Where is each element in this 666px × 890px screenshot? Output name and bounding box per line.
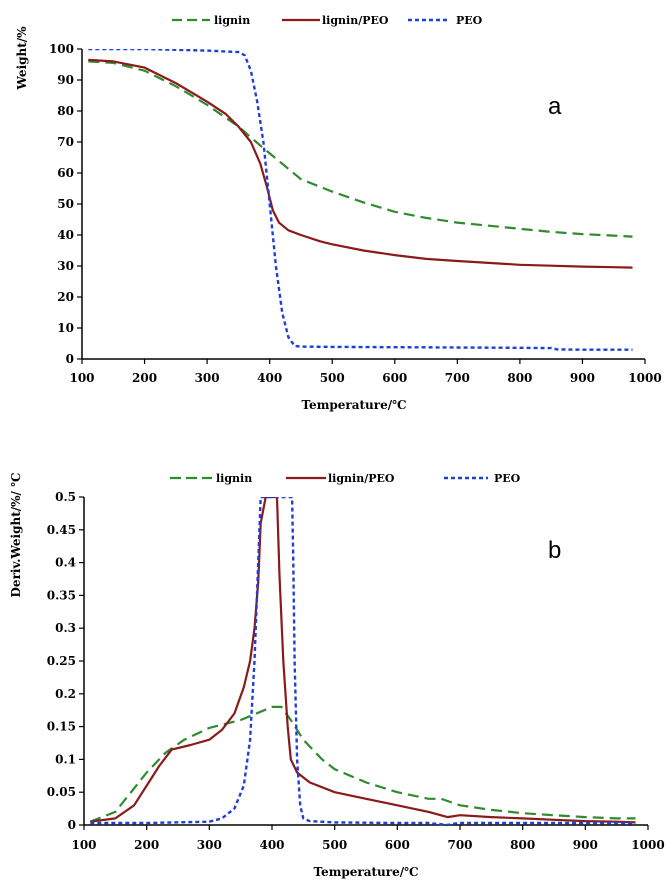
chart-a: lignin lignin/PEO PEO 100 200 300 400 500 600… <box>15 14 662 412</box>
x-tick-label: 400 <box>257 371 282 385</box>
x-tick-label: 400 <box>259 838 284 852</box>
y-tick-label: 0 <box>66 352 74 366</box>
series-line-peo <box>88 49 633 351</box>
legend-b: lignin lignin/PEO PEO <box>170 472 521 485</box>
y-tick-label: 0.45 <box>47 523 76 537</box>
x-tick-label: 1000 <box>628 371 661 385</box>
x-tick-label: 800 <box>510 838 535 852</box>
series-b <box>89 497 636 827</box>
chart-b: lignin lignin/PEO PEO 100 200 300 400 500 600… <box>9 472 665 879</box>
series-line-lignin <box>88 60 633 238</box>
x-tick-label: 300 <box>195 371 220 385</box>
panel-label-b: b <box>548 537 561 564</box>
y-tick-label: 30 <box>57 259 74 273</box>
y-tick-label: 0.15 <box>47 720 76 734</box>
y-tick-label: 0.1 <box>55 752 76 766</box>
y-tick-label: 50 <box>57 197 74 211</box>
x-axis-label-b: Temperature/℃ <box>314 865 419 879</box>
y-axis-label-b: Deriv.Weight/%/ ℃ <box>9 473 23 598</box>
x-tick-label: 600 <box>382 371 407 385</box>
y-tick-label: 0.4 <box>55 556 76 570</box>
y-tick-label: 100 <box>49 42 74 56</box>
legend-a: lignin lignin/PEO PEO <box>172 14 483 27</box>
x-tick-label: 600 <box>385 838 410 852</box>
series-line-lignin <box>89 705 636 823</box>
x-tick-label: 900 <box>573 838 598 852</box>
axes-b: 100 200 300 400 500 600 700 800 900 1000 0 0.05 0.1 0… <box>47 490 665 852</box>
x-tick-label: 900 <box>570 371 595 385</box>
x-axis-label-a: Temperature/℃ <box>302 398 407 412</box>
y-axis-label-a: Weight/% <box>15 26 29 91</box>
x-tick-label: 1000 <box>631 838 664 852</box>
x-tick-label: 100 <box>71 838 96 852</box>
x-tick-label: 200 <box>134 838 159 852</box>
x-tick-label: 500 <box>320 371 345 385</box>
y-tick-label: 70 <box>57 135 74 149</box>
series-a <box>88 49 633 351</box>
y-tick-label: 20 <box>57 290 74 304</box>
y-tick-label: 0.3 <box>55 621 76 635</box>
x-tick-label: 300 <box>197 838 222 852</box>
legend-label-lignin-peo-b: lignin/PEO <box>328 472 395 485</box>
legend-label-peo-b: PEO <box>494 472 521 485</box>
axes-a: 100 200 300 400 500 600 700 800 900 1000 0 10 20 30 40… <box>49 42 662 385</box>
x-tick-label: 200 <box>132 371 157 385</box>
y-tick-label: 0.2 <box>55 687 76 701</box>
y-tick-label: 80 <box>57 104 74 118</box>
x-tick-label: 800 <box>507 371 532 385</box>
panel-label-a: a <box>548 93 562 120</box>
y-tick-label: 0.05 <box>47 785 76 799</box>
x-tick-label: 500 <box>322 838 347 852</box>
y-tick-label: 40 <box>57 228 74 242</box>
legend-label-lignin-b: lignin <box>216 472 252 485</box>
legend-label-peo-a: PEO <box>456 14 483 27</box>
x-tick-label: 100 <box>69 371 94 385</box>
y-tick-label: 0 <box>68 818 76 832</box>
x-tick-label: 700 <box>447 838 472 852</box>
legend-label-lignin-a: lignin <box>214 14 250 27</box>
series-line-lignin-peo <box>88 58 633 269</box>
y-tick-label: 0.25 <box>47 654 76 668</box>
y-tick-label: 10 <box>57 321 74 335</box>
y-tick-label: 60 <box>57 166 74 180</box>
x-tick-label: 700 <box>445 371 470 385</box>
series-line-peo <box>90 497 636 827</box>
y-tick-label: 0.35 <box>47 588 76 602</box>
series-line-lignin-peo <box>90 497 636 824</box>
legend-label-lignin-peo-a: lignin/PEO <box>322 14 389 27</box>
y-tick-label: 0.5 <box>55 490 76 504</box>
y-tick-label: 90 <box>57 73 74 87</box>
